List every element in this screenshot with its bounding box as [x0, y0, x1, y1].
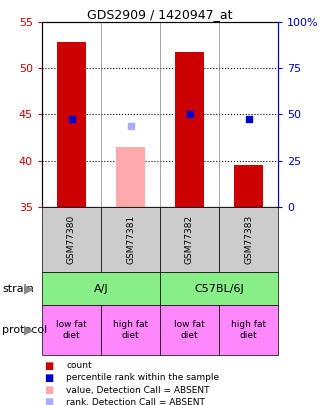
Bar [219, 207, 278, 272]
Text: ▶: ▶ [24, 282, 34, 295]
Text: ■: ■ [44, 385, 53, 395]
Bar [160, 207, 219, 272]
Bar [101, 207, 160, 272]
Bar [101, 305, 160, 355]
Text: GDS2909 / 1420947_at: GDS2909 / 1420947_at [87, 8, 233, 21]
Bar [219, 305, 278, 355]
Text: percentile rank within the sample: percentile rank within the sample [67, 373, 220, 382]
Text: low fat
diet: low fat diet [174, 320, 205, 340]
Bar [116, 147, 145, 207]
Text: C57BL/6J: C57BL/6J [194, 284, 244, 294]
Text: protocol: protocol [2, 325, 47, 335]
Text: high fat
diet: high fat diet [231, 320, 266, 340]
Text: ■: ■ [44, 361, 53, 371]
Bar [234, 165, 263, 207]
Text: ▶: ▶ [24, 324, 34, 337]
Bar [175, 51, 204, 207]
Bar [42, 207, 101, 272]
Text: ■: ■ [44, 373, 53, 383]
Text: GSM77380: GSM77380 [67, 215, 76, 264]
Text: count: count [67, 362, 92, 371]
Text: A/J: A/J [94, 284, 108, 294]
Bar [42, 305, 101, 355]
Bar [57, 43, 86, 207]
Bar [42, 272, 160, 305]
Text: GSM77383: GSM77383 [244, 215, 253, 264]
Bar [160, 272, 278, 305]
Text: high fat
diet: high fat diet [113, 320, 148, 340]
Text: GSM77381: GSM77381 [126, 215, 135, 264]
Text: rank, Detection Call = ABSENT: rank, Detection Call = ABSENT [67, 397, 205, 405]
Bar [160, 305, 219, 355]
Text: ■: ■ [44, 397, 53, 405]
Text: GSM77382: GSM77382 [185, 215, 194, 264]
Text: low fat
diet: low fat diet [56, 320, 87, 340]
Text: strain: strain [2, 284, 34, 294]
Text: value, Detection Call = ABSENT: value, Detection Call = ABSENT [67, 386, 210, 394]
